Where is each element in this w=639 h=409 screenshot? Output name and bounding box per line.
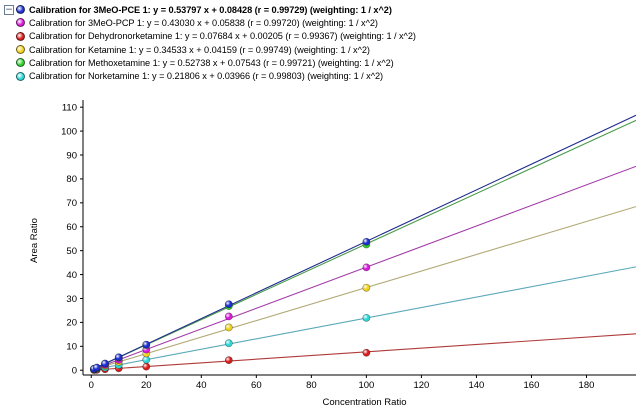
y-tick-label: 40 — [66, 270, 77, 281]
legend-item[interactable]: − Calibration for 3MeO-PCE 1: y = 0.53797… — [4, 3, 634, 16]
legend-color-icon — [16, 31, 25, 41]
legend-item-label: Calibration for 3MeO-PCP 1: y = 0.43030 … — [29, 17, 378, 28]
x-tick-label: 40 — [196, 380, 207, 391]
legend-item-label: Calibration for Methoxetamine 1: y = 0.5… — [29, 57, 394, 68]
data-point — [362, 237, 371, 246]
y-tick-label: 60 — [66, 222, 77, 233]
data-point — [224, 339, 233, 348]
legend-color-icon — [16, 5, 25, 15]
data-point — [362, 283, 371, 292]
legend-item[interactable]: Calibration for Norketamine 1: y = 0.218… — [4, 69, 634, 82]
collapse-toggle-icon[interactable]: − — [4, 4, 14, 15]
legend-item[interactable]: Calibration for Ketamine 1: y = 0.34533 … — [4, 43, 634, 56]
y-tick-label: 100 — [61, 126, 77, 137]
x-tick-label: 80 — [306, 380, 317, 391]
y-tick-label: 10 — [66, 342, 77, 353]
data-point — [92, 363, 101, 372]
legend-item[interactable]: Calibration for Dehydronorketamine 1: y … — [4, 30, 634, 43]
x-axis-label: Concentration Ratio — [323, 397, 407, 408]
y-axis-label: Area Ratio — [29, 218, 40, 263]
y-tick-label: 0 — [72, 366, 77, 377]
data-point — [224, 300, 233, 309]
legend-item-label: Calibration for Norketamine 1: y = 0.218… — [29, 71, 384, 82]
x-tick-label: 100 — [358, 380, 374, 391]
x-tick-label: 120 — [413, 380, 429, 391]
legend-item-label: Calibration for 3MeO-PCE 1: y = 0.53797 … — [29, 4, 392, 15]
legend-item-label: Calibration for Ketamine 1: y = 0.34533 … — [29, 44, 370, 55]
data-point — [142, 340, 151, 349]
legend-item[interactable]: Calibration for Methoxetamine 1: y = 0.5… — [4, 56, 634, 69]
y-tick-label: 20 — [66, 318, 77, 329]
data-points — [90, 237, 371, 374]
data-point — [224, 323, 233, 332]
legend-item[interactable]: Calibration for 3MeO-PCP 1: y = 0.43030 … — [4, 16, 634, 29]
data-point — [362, 348, 371, 357]
data-point — [114, 353, 123, 362]
legend-color-icon — [16, 18, 25, 28]
y-tick-label: 110 — [62, 102, 77, 113]
legend-color-icon — [16, 45, 25, 55]
x-tick-label: 160 — [524, 380, 540, 391]
legend-color-icon — [16, 58, 25, 68]
x-tick-label: 20 — [141, 380, 152, 391]
data-point — [142, 362, 151, 371]
legend-item-label: Calibration for Dehydronorketamine 1: y … — [29, 31, 416, 42]
data-point — [101, 359, 109, 368]
y-tick-label: 80 — [66, 174, 77, 185]
x-tick-label: 0 — [89, 380, 94, 391]
data-point — [362, 263, 371, 272]
calibration-legend: − Calibration for 3MeO-PCE 1: y = 0.53797… — [4, 3, 634, 83]
y-tick-label: 50 — [66, 246, 77, 257]
data-point — [224, 356, 233, 365]
x-tick-label: 60 — [251, 380, 262, 391]
data-point — [362, 313, 371, 322]
y-tick-label: 70 — [66, 198, 77, 209]
x-tick-label: 140 — [468, 380, 484, 391]
y-tick-label: 90 — [66, 150, 77, 161]
data-point — [224, 312, 233, 321]
y-tick-label: 30 — [66, 294, 77, 305]
legend-color-icon — [16, 71, 25, 81]
x-tick-label: 180 — [579, 380, 595, 391]
chart-axes: 0 20 40 60 80 100 120 140 160 180 0 10 20 30 40 50 60 70 8… — [61, 100, 636, 391]
